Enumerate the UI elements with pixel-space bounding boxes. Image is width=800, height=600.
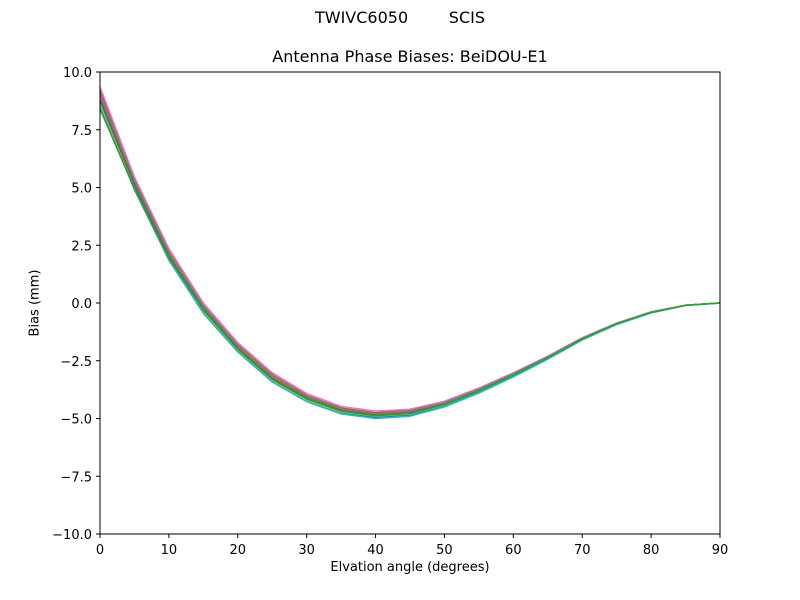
- x-tick-label: 20: [230, 543, 247, 558]
- chart-title: Antenna Phase Biases: BeiDOU-E1: [272, 47, 548, 66]
- x-tick-label: 30: [298, 543, 315, 558]
- y-tick-label: 10.0: [63, 66, 92, 81]
- series-lines: [99, 86, 721, 420]
- y-tick-label: −2.5: [60, 355, 92, 370]
- y-tick-label: −5.0: [60, 413, 92, 428]
- series-line-s4: [99, 93, 721, 415]
- x-tick-label: 40: [367, 543, 384, 558]
- series-line-s9: [99, 106, 721, 420]
- series-line-s5: [99, 98, 721, 416]
- x-tick-label: 60: [505, 543, 522, 558]
- x-tick-label: 90: [712, 543, 729, 558]
- series-line-s7: [99, 92, 721, 414]
- y-tick-label: −7.5: [60, 470, 92, 485]
- series-line-s8: [99, 104, 721, 417]
- figure-suptitle: TWIVC6050 SCIS: [314, 8, 486, 27]
- series-line-s10: [99, 108, 721, 417]
- y-tick-label: 2.5: [71, 239, 92, 254]
- y-tick-label: 0.0: [71, 297, 92, 312]
- y-tick-label: −10.0: [52, 528, 92, 543]
- axes-frame: [99, 71, 721, 535]
- x-tick-label: 0: [96, 543, 104, 558]
- x-axis-ticks: 0 10 20 30 40 50 60 70 80 90: [96, 534, 728, 558]
- series-line-s1: [99, 100, 721, 419]
- x-tick-label: 10: [161, 543, 178, 558]
- x-axis-label: Elvation angle (degrees): [330, 560, 490, 575]
- series-line-s3: [99, 90, 721, 414]
- y-tick-label: 7.5: [71, 124, 92, 139]
- x-tick-label: 80: [643, 543, 660, 558]
- x-tick-label: 50: [436, 543, 453, 558]
- x-tick-label: 70: [574, 543, 591, 558]
- y-tick-label: 5.0: [71, 182, 92, 197]
- y-axis-ticks: 10.0 7.5 5.0 2.5 0.0 −2.5 −5.0 −7.5 −10.0: [52, 66, 100, 543]
- series-line-s2: [99, 95, 721, 416]
- series-line-s6: [99, 86, 721, 412]
